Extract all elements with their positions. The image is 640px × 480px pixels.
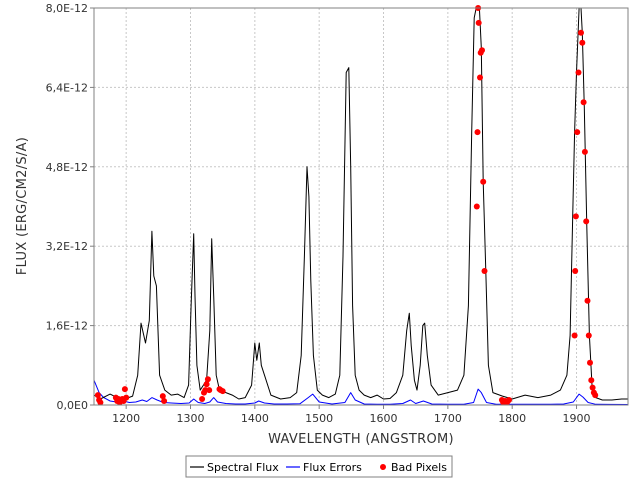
bad-pixel-point-10	[121, 386, 128, 393]
x-tick-label-2: 1400	[241, 412, 269, 425]
bad-pixel-point-22	[219, 388, 226, 395]
legend-label-bad-pixels: Bad Pixels	[391, 461, 447, 474]
bad-pixel-point-27	[477, 74, 483, 81]
x-axis-title: WAVELENGTH (ANGSTROM)	[268, 432, 454, 447]
x-tick-label-7: 1900	[563, 412, 591, 425]
bad-pixel-point-24	[474, 129, 481, 136]
y-tick-label-0: 0,0E0	[57, 399, 88, 412]
bad-pixel-point-51	[589, 384, 596, 391]
bad-pixel-point-41	[575, 69, 582, 76]
bad-pixel-point-44	[580, 99, 587, 106]
bad-pixel-point-43	[579, 39, 586, 46]
x-axis-ticks: 1200 1300 1400 1500 1600 1700 1800 1900	[112, 405, 591, 425]
bad-pixel-point-29	[479, 47, 485, 54]
legend-label-spectral-flux: Spectral Flux	[207, 461, 279, 474]
legend: Spectral Flux Flux Errors Bad Pixels	[185, 455, 453, 478]
legend-swatch-bad-pixels	[380, 464, 386, 470]
bad-pixel-point-36	[506, 397, 512, 403]
y-tick-label-4: 6,4E-12	[46, 81, 88, 94]
bad-pixel-point-0	[94, 392, 101, 399]
bad-pixel-point-18	[204, 376, 211, 383]
bad-pixel-point-31	[481, 268, 488, 274]
bad-pixel-point-40	[574, 129, 581, 136]
bad-pixel-point-47	[584, 297, 591, 304]
bad-pixel-point-39	[572, 213, 579, 220]
legend-label-flux-errors: Flux Errors	[303, 461, 362, 474]
y-tick-label-3: 4,8E-12	[46, 161, 88, 174]
bad-pixel-point-12	[159, 393, 166, 400]
bad-pixel-markers	[94, 5, 599, 406]
bad-pixel-point-50	[588, 377, 595, 384]
bad-pixel-point-53	[592, 392, 599, 399]
y-tick-label-2: 3,2E-12	[46, 240, 88, 253]
plot-frame	[93, 7, 629, 406]
x-tick-label-5: 1700	[434, 412, 462, 425]
bad-pixel-point-30	[480, 178, 487, 185]
x-tick-label-1: 1300	[177, 412, 205, 425]
x-tick-label-3: 1500	[305, 412, 333, 425]
bad-pixel-point-17	[203, 381, 210, 388]
y-tick-label-1: 1,6E-12	[46, 320, 88, 333]
bad-pixel-point-48	[585, 332, 592, 339]
bad-pixel-point-11	[123, 394, 130, 401]
y-tick-label-5: 8,0E-12	[46, 2, 88, 15]
bad-pixel-point-14	[199, 396, 206, 402]
x-tick-label-4: 1600	[370, 412, 398, 425]
y-axis-title: FLUX (ERG/CM2/S/A)	[15, 137, 30, 275]
x-tick-label-6: 1800	[498, 412, 526, 425]
bad-pixel-point-23	[473, 203, 480, 210]
bad-pixel-point-26	[475, 19, 482, 26]
plot-background	[94, 8, 628, 405]
bad-pixel-point-46	[583, 218, 590, 225]
bad-pixel-point-42	[578, 29, 584, 36]
bad-pixel-point-49	[587, 359, 593, 366]
legend-box	[185, 455, 453, 478]
bad-pixel-point-45	[581, 148, 588, 155]
bad-pixel-point-37	[571, 332, 578, 339]
y-axis-ticks: 0,0E0 1,6E-12 3,2E-12 4,8E-12 6,4E-12 8,0E-12	[46, 2, 94, 412]
bad-pixel-point-19	[206, 387, 213, 394]
bad-pixel-point-38	[572, 268, 579, 274]
x-tick-label-0: 1200	[112, 412, 140, 425]
series-line-0	[93, 7, 628, 401]
bad-pixel-point-13	[161, 398, 168, 404]
bad-pixel-point-2	[97, 399, 104, 406]
